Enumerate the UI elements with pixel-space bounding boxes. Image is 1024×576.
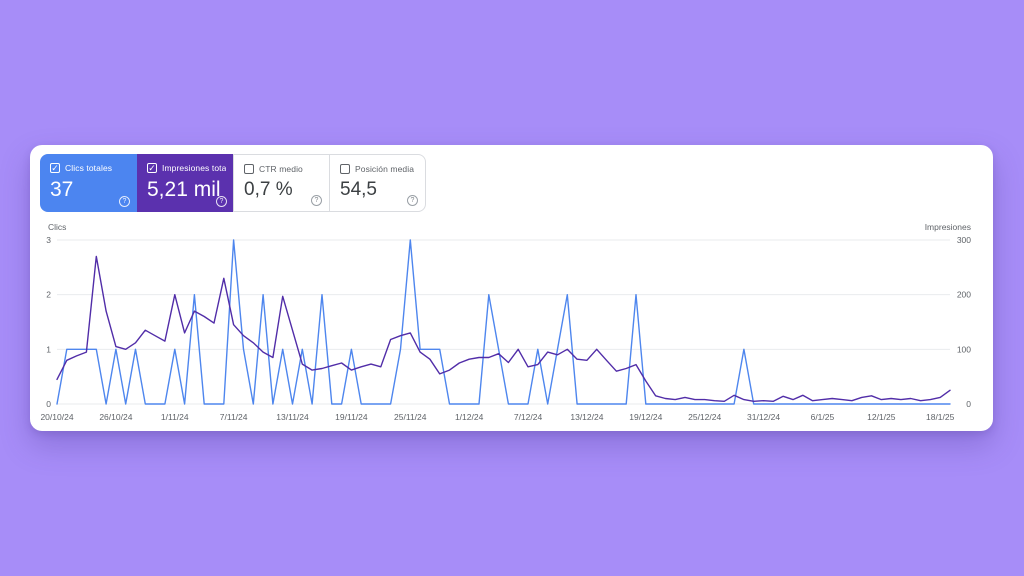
help-icon[interactable]: ? (119, 196, 130, 207)
performance-chart-area[interactable]: 0 0 1 100 2 200 3 300 Clics Impresiones 20/10/24 26… (30, 221, 993, 429)
left-axis-title: Clics (48, 222, 66, 232)
x-axis-tick: 1/12/24 (455, 412, 484, 422)
left-axis-tick: 2 (46, 290, 51, 300)
left-axis-tick: 0 (46, 399, 51, 409)
performance-card: ✓ Clics totales 37 ? ✓ Impresiones total… (30, 145, 993, 431)
x-axis-tick: 7/12/24 (514, 412, 543, 422)
metric-tile-impressions[interactable]: ✓ Impresiones total.. 5,21 mil ? (137, 154, 234, 212)
x-axis-tick: 25/12/24 (688, 412, 721, 422)
metric-label-impressions: Impresiones total.. (162, 163, 226, 173)
x-axis-tick: 20/10/24 (40, 412, 73, 422)
x-axis-tick: 1/11/24 (161, 412, 189, 422)
x-axis-tick: 19/11/24 (335, 412, 368, 422)
x-axis-tick: 26/10/24 (99, 412, 132, 422)
checkbox-clicks[interactable]: ✓ (50, 163, 60, 173)
x-axis-tick: 18/1/25 (926, 412, 955, 422)
checkbox-impressions[interactable]: ✓ (147, 163, 157, 173)
metric-tile-position[interactable]: Posición media 54,5 ? (329, 154, 426, 212)
metric-value-impressions: 5,21 mil (147, 178, 221, 201)
metric-tiles: ✓ Clics totales 37 ? ✓ Impresiones total… (40, 154, 426, 212)
x-axis-tick: 19/12/24 (629, 412, 662, 422)
x-axis-tick: 13/12/24 (570, 412, 603, 422)
checkbox-position[interactable] (340, 164, 350, 174)
right-axis-title: Impresiones (925, 222, 971, 232)
right-axis-tick: 0 (966, 399, 971, 409)
help-icon[interactable]: ? (311, 195, 322, 206)
help-icon[interactable]: ? (216, 196, 227, 207)
left-axis-tick: 1 (46, 344, 51, 354)
metric-label-ctr: CTR medio (259, 164, 303, 174)
help-icon[interactable]: ? (407, 195, 418, 206)
metric-tile-clicks[interactable]: ✓ Clics totales 37 ? (40, 154, 137, 212)
metric-label-position: Posición media (355, 164, 415, 174)
x-axis-tick: 25/11/24 (394, 412, 427, 422)
x-axis-tick: 6/1/25 (811, 412, 835, 422)
series-line-clics (56, 239, 951, 405)
x-axis-tick: 7/11/24 (220, 412, 248, 422)
right-axis-tick: 200 (957, 290, 971, 300)
performance-chart: 0 0 1 100 2 200 3 300 Clics Impresiones 20/10/24 26… (40, 222, 971, 422)
metric-label-clicks: Clics totales (65, 163, 113, 173)
right-axis-tick: 300 (957, 235, 971, 245)
metric-tile-ctr[interactable]: CTR medio 0,7 % ? (233, 154, 330, 212)
x-axis-tick: 31/12/24 (747, 412, 780, 422)
checkbox-ctr[interactable] (244, 164, 254, 174)
metric-value-position: 54,5 (340, 179, 377, 200)
right-axis-tick: 100 (957, 344, 971, 354)
x-axis-tick: 13/11/24 (276, 412, 309, 422)
series-line-impresiones (56, 255, 951, 403)
metric-value-ctr: 0,7 % (244, 179, 293, 200)
metric-value-clicks: 37 (50, 178, 74, 201)
left-axis-tick: 3 (46, 235, 51, 245)
x-axis-tick: 12/1/25 (867, 412, 896, 422)
